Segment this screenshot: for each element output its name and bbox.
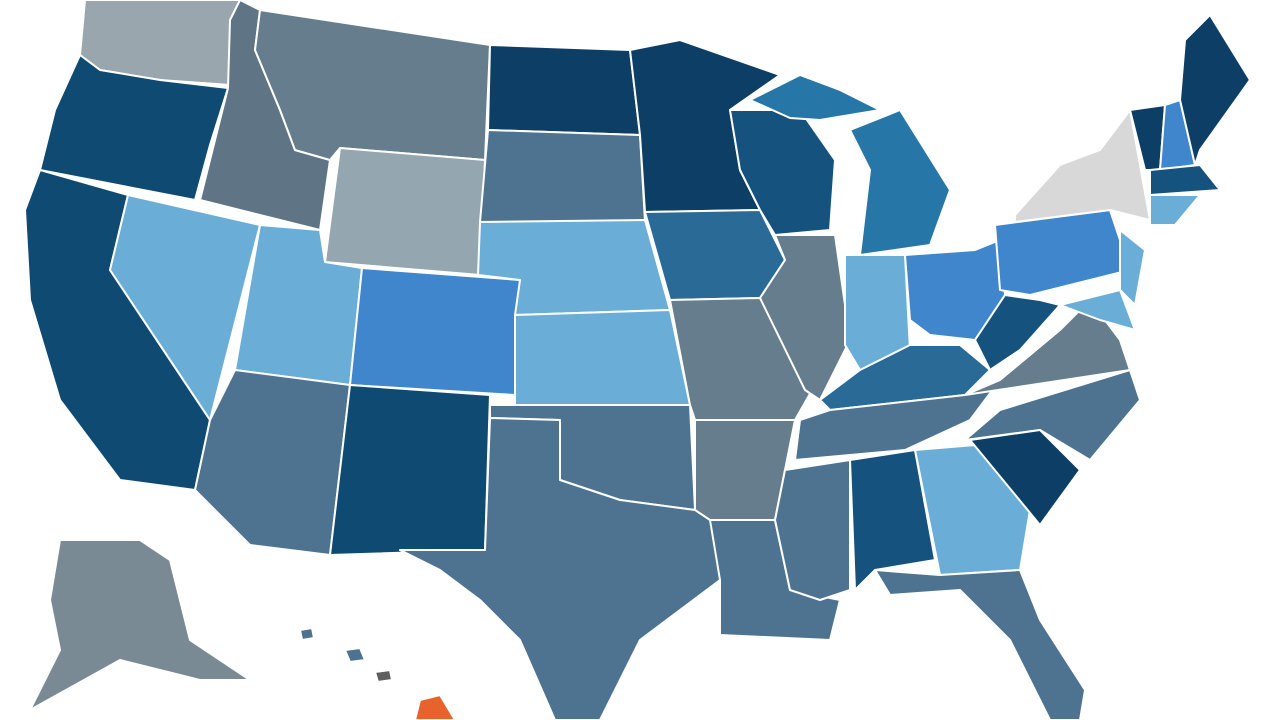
region [374,669,393,683]
region [299,627,315,641]
region [644,209,786,301]
region [749,74,881,121]
region [1014,109,1151,223]
region [759,234,851,401]
region [1149,164,1221,196]
region [349,267,521,396]
region [479,129,646,223]
region [344,647,366,663]
region [329,384,491,556]
region [1119,229,1146,306]
region [399,417,721,720]
region [487,44,641,136]
region [1059,289,1136,331]
states [24,0,1251,720]
region [849,109,951,256]
region [324,147,486,276]
region [849,449,936,591]
region [414,694,456,720]
region [794,379,1001,461]
region [514,309,691,406]
region [969,429,1081,526]
region [29,539,251,711]
region [39,54,229,201]
region [1149,194,1201,226]
region [874,569,1086,720]
